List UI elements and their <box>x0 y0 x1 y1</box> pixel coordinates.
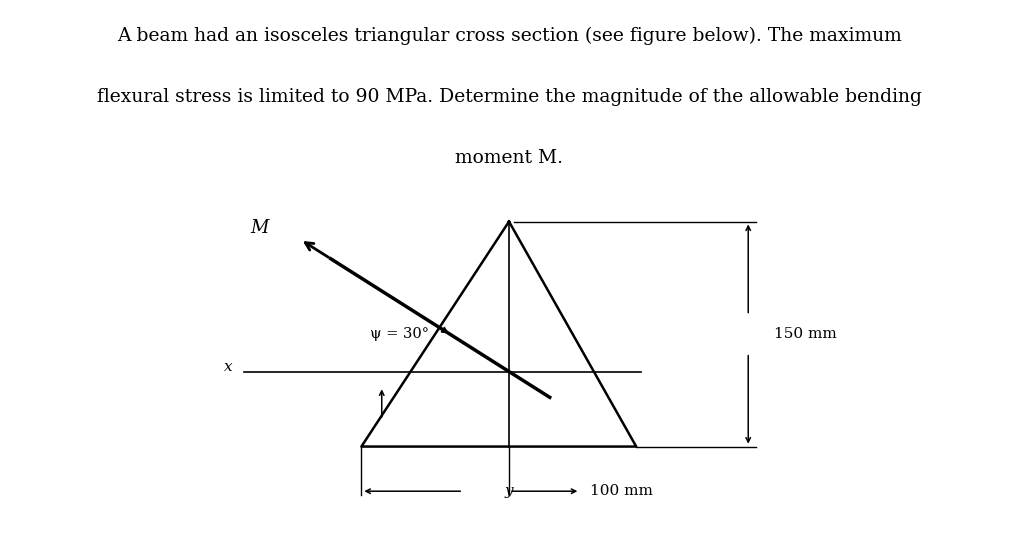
Text: 100 mm: 100 mm <box>590 484 654 498</box>
Text: moment M.: moment M. <box>455 149 563 167</box>
Text: flexural stress is limited to 90 MPa. Determine the magnitude of the allowable b: flexural stress is limited to 90 MPa. De… <box>97 88 921 106</box>
Text: ψ = 30°: ψ = 30° <box>371 327 430 341</box>
Text: A beam had an isosceles triangular cross section (see figure below). The maximum: A beam had an isosceles triangular cross… <box>117 26 901 44</box>
Text: x: x <box>224 360 232 374</box>
Text: y: y <box>505 484 513 498</box>
Text: M: M <box>250 219 269 237</box>
Text: 150 mm: 150 mm <box>774 327 837 341</box>
